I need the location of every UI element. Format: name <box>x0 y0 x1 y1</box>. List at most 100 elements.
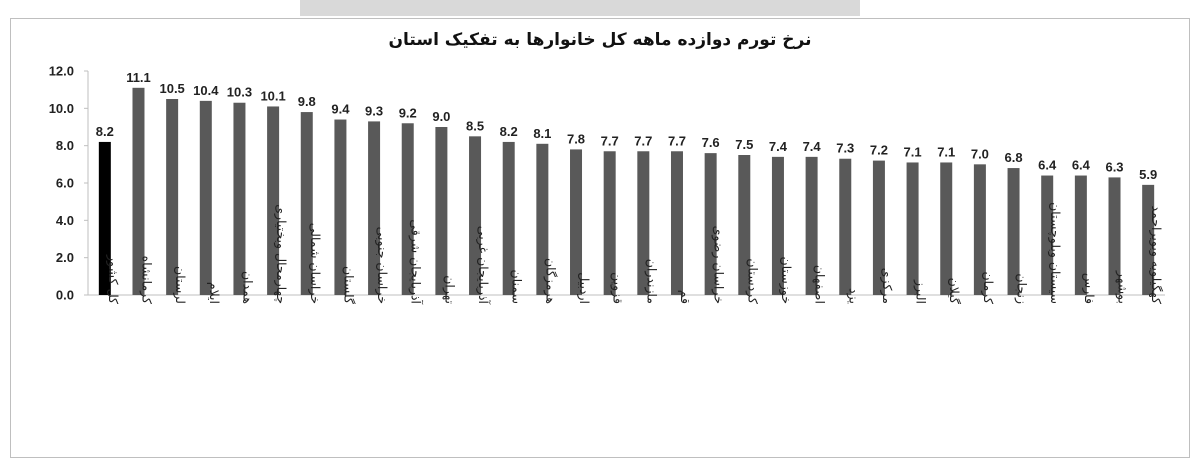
category-label: خراسان جنوبی <box>374 227 390 304</box>
category-label: کردستان <box>744 258 760 304</box>
data-label: 8.2 <box>500 124 518 139</box>
y-tick-label: 6.0 <box>56 176 74 191</box>
data-label: 7.2 <box>870 143 888 158</box>
bar <box>973 164 986 295</box>
bar <box>738 155 751 295</box>
category-label: کرمان <box>980 271 996 304</box>
category-label: خراسان رضوی <box>711 226 727 304</box>
category-label: زنجان <box>1014 273 1030 304</box>
category-label: همدان <box>240 271 255 304</box>
bar <box>1108 177 1121 295</box>
chart-title: نرخ تورم دوازده ماهه کل خانوارها به تفکی… <box>388 30 812 50</box>
bar <box>536 143 549 295</box>
category-label: گلستان <box>341 266 356 304</box>
bar <box>670 151 683 295</box>
data-label: 11.1 <box>126 70 151 85</box>
bars-group <box>98 87 1155 296</box>
data-label: 7.7 <box>668 133 686 148</box>
bar <box>570 149 583 295</box>
category-label: البرز <box>913 279 929 304</box>
category-label: اصفهان <box>812 265 828 304</box>
category-label: خراسان شمالی <box>307 223 323 304</box>
data-label: 7.3 <box>836 141 854 156</box>
category-label: قم <box>677 290 693 304</box>
category-label: بوشهر <box>1115 270 1131 304</box>
y-axis: 0.0 2.0 4.0 6.0 8.0 10.0 12.0 <box>49 64 1165 303</box>
category-label: هرمزگان <box>542 258 558 304</box>
y-tick-label: 12.0 <box>49 64 74 79</box>
bar <box>1041 175 1054 295</box>
category-label: سیستان وبلوچستان <box>1047 202 1063 304</box>
data-label: 7.7 <box>601 133 619 148</box>
category-label: خوزستان <box>778 257 794 304</box>
data-label: 9.3 <box>365 103 383 118</box>
data-label: 8.5 <box>466 118 484 133</box>
bar <box>1074 175 1087 295</box>
bar <box>906 162 919 295</box>
data-label: 6.4 <box>1038 158 1057 173</box>
y-tick-label: 10.0 <box>49 101 74 116</box>
bar <box>704 153 717 295</box>
bar <box>199 100 212 295</box>
data-label: 7.5 <box>735 137 753 152</box>
category-label: اردبیل <box>576 272 592 304</box>
data-label: 8.1 <box>533 126 551 141</box>
bar <box>166 99 179 295</box>
category-label: چهارمحال وبختیاری <box>273 204 289 304</box>
data-label: 7.4 <box>803 139 822 154</box>
data-label: 6.3 <box>1105 159 1123 174</box>
category-label: ایلام <box>207 282 222 304</box>
data-label: 10.3 <box>227 85 252 100</box>
data-label: 7.1 <box>937 144 955 159</box>
data-label: 9.4 <box>331 102 350 117</box>
bar <box>805 156 818 295</box>
bar <box>502 141 515 295</box>
data-label: 7.0 <box>971 146 989 161</box>
bar <box>872 160 885 295</box>
category-label: مازندران <box>643 259 659 304</box>
data-label: 9.0 <box>432 109 450 124</box>
data-label: 10.5 <box>159 81 184 96</box>
data-label: 5.9 <box>1139 167 1157 182</box>
bar <box>300 112 313 295</box>
bar <box>435 127 448 295</box>
bar <box>940 162 953 295</box>
category-label: گیلان <box>947 278 962 304</box>
bar <box>1142 184 1155 295</box>
bar <box>469 136 482 295</box>
category-label: کل کشور <box>105 254 121 304</box>
bar <box>1007 168 1020 295</box>
bar <box>401 123 414 296</box>
category-label: کهگیلویه وبویراحمد <box>1148 206 1164 305</box>
category-label: آذربایجان غربی <box>475 226 491 305</box>
data-label: 6.8 <box>1005 150 1023 165</box>
y-tick-label: 2.0 <box>56 250 74 265</box>
data-label: 10.4 <box>193 83 219 98</box>
category-label: قزوین <box>610 272 626 304</box>
bar <box>334 119 347 296</box>
category-label: تهران <box>441 275 457 304</box>
category-label: سمنان <box>510 270 525 304</box>
category-label: مرکزی <box>879 268 895 304</box>
data-label: 7.1 <box>904 144 922 159</box>
y-tick-label: 4.0 <box>56 213 74 228</box>
category-labels-group: کل کشور کرمانشاه لرستان ایلام همدان چهارمحال … <box>105 202 1164 304</box>
category-label: آذربایجان شرقی <box>408 219 424 304</box>
top-shade-strip <box>300 0 860 16</box>
bar <box>603 151 616 295</box>
data-label: 8.2 <box>96 124 114 139</box>
data-label: 6.4 <box>1072 158 1091 173</box>
data-label: 10.1 <box>260 88 285 103</box>
category-label: فارس <box>1081 273 1097 304</box>
bar <box>839 158 852 295</box>
bar <box>368 121 381 296</box>
category-label: کرمانشاه <box>138 256 154 304</box>
bar <box>98 141 111 295</box>
bar <box>771 156 784 295</box>
bar <box>233 102 246 295</box>
bar <box>637 151 650 295</box>
category-label: یزد <box>845 288 861 304</box>
bar <box>267 106 280 295</box>
y-tick-label: 0.0 <box>56 288 74 303</box>
